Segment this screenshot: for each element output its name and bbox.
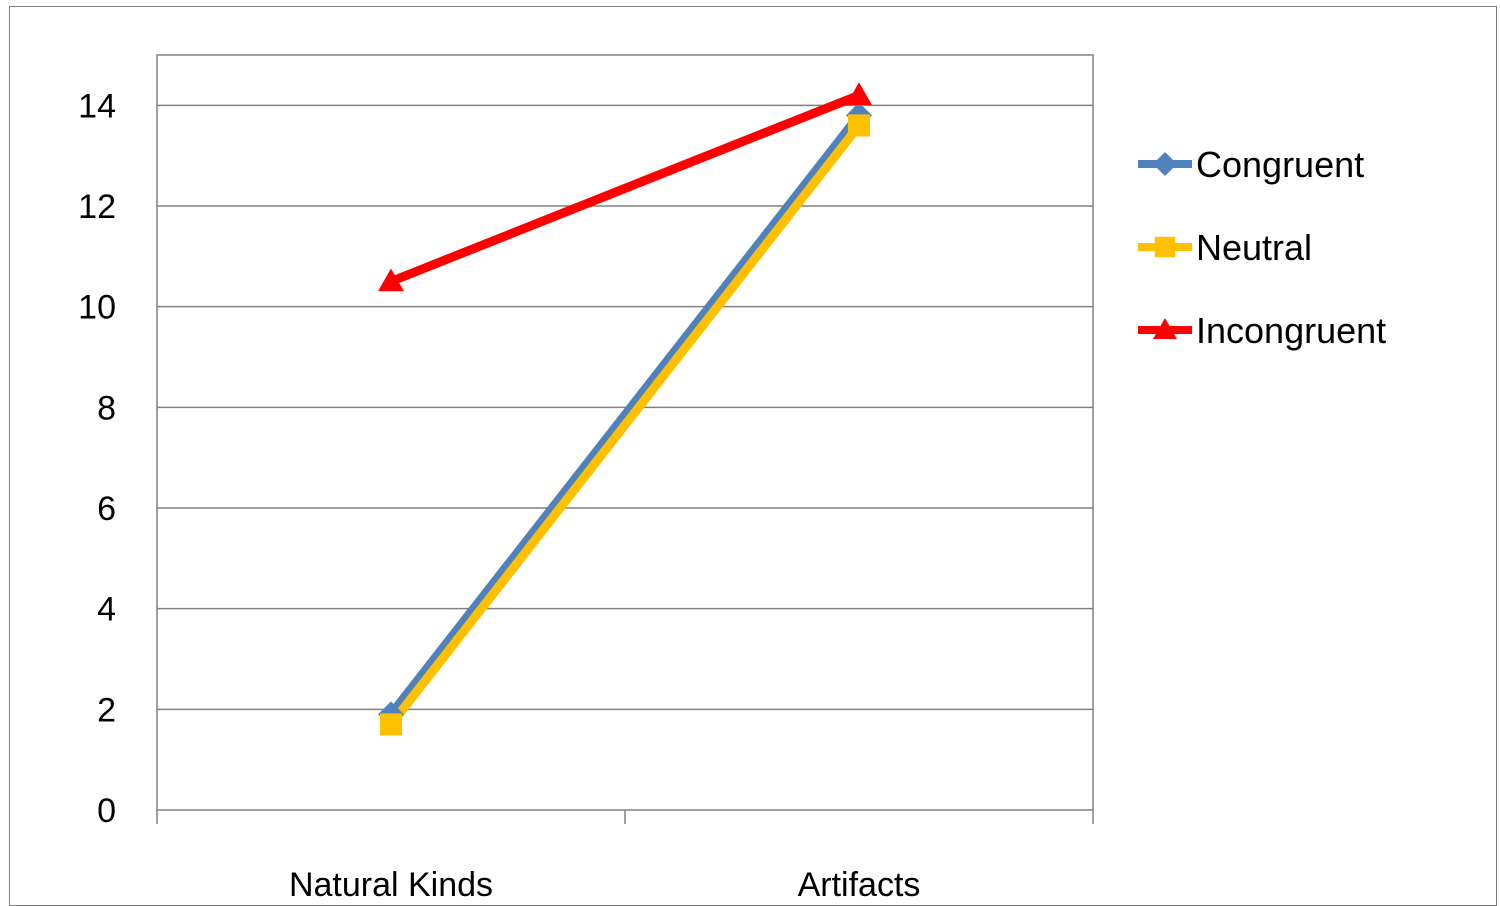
data-point-neutral (847, 114, 871, 137)
series-line-incongruent (389, 91, 861, 286)
y-tick-label: 8 (97, 389, 116, 427)
series-markers (378, 82, 872, 736)
series-line-congruent (387, 112, 863, 718)
y-tick-label: 12 (78, 188, 116, 226)
y-tick-label: 0 (97, 792, 116, 830)
legend-marker-neutral (1154, 236, 1176, 258)
y-tick-label: 4 (97, 591, 116, 629)
x-tick-label: Natural Kinds (289, 866, 493, 901)
y-tick-label: 6 (97, 490, 116, 528)
legend-marker-congruent (1153, 152, 1177, 176)
data-point-neutral (379, 713, 403, 736)
x-tick-label: Artifacts (798, 866, 921, 901)
x-axis-tick-labels: Natural Kinds Artifacts (289, 866, 920, 901)
legend-marker-incongruent (1153, 318, 1177, 339)
legend-label-neutral: Neutral (1196, 227, 1312, 268)
series-line-neutral (387, 122, 863, 728)
legend: Congruent Neutral Incongruent (1138, 144, 1386, 351)
y-tick-label: 10 (78, 289, 116, 327)
chart-frame (9, 6, 1497, 906)
legend-label-congruent: Congruent (1196, 144, 1364, 185)
series-lines (387, 91, 863, 728)
gridlines (157, 104, 1093, 711)
data-point-incongruent (846, 82, 872, 106)
y-tick-label: 14 (78, 87, 116, 125)
x-axis-ticks (156, 810, 1094, 824)
y-tick-label: 2 (97, 691, 116, 729)
legend-label-incongruent: Incongruent (1196, 310, 1386, 351)
y-axis-tick-labels: 0 2 4 6 8 10 12 14 (78, 87, 116, 830)
plot-area (156, 54, 1094, 811)
data-point-incongruent (378, 268, 404, 292)
